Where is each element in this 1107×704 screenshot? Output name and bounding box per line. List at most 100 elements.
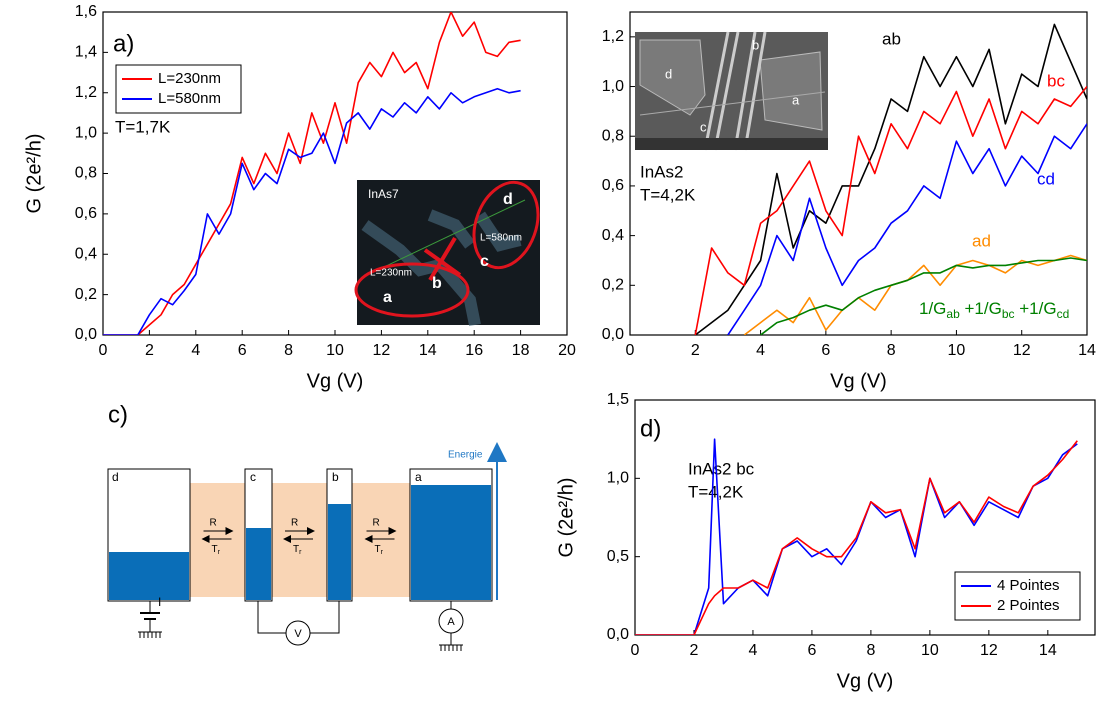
legend-label: L=580nm [158,90,221,107]
x-tick-label: 14 [419,342,437,359]
x-axis-title: Vg (V) [307,370,364,392]
x-tick-label: 8 [866,642,875,659]
label-part: 1/G [919,299,946,318]
series-line [760,257,1087,335]
box-label: a [415,470,422,484]
arrow-label-part: T [293,544,299,555]
level-c [246,528,271,600]
inset-cross [423,236,462,282]
x-axis-title: Vg (V) [837,670,894,692]
y-tick-label: 1,2 [602,28,624,45]
arrow-label-part: r [218,549,221,556]
wire [257,601,340,634]
inset-line [364,199,526,277]
y-tick-label: 1,4 [75,44,97,61]
x-tick-label: 16 [465,342,483,359]
x-tick-label: 12 [1013,342,1031,359]
y-tick-label: 0,4 [602,227,624,244]
voltmeter [285,620,311,646]
series-line [635,438,1078,635]
arrow-label-part: r [299,549,302,556]
plot-frame [629,11,1088,336]
x-tick-label: 18 [512,342,530,359]
panel-label: c) [108,401,128,428]
inset-shape [361,209,522,327]
series-line [635,440,1078,635]
series-label: ab [882,29,901,48]
label-part: bc [1002,307,1015,321]
legend-label: 4 Pointes [997,577,1060,594]
inset-label: L=580nm [480,233,522,244]
y-tick-label: 0,6 [75,205,97,222]
arrow-label: Tr [293,544,302,556]
y-tick-label: 0,8 [602,127,624,144]
inset-label: a [383,289,392,306]
arrow-label: Tr [212,544,221,556]
arrow-label: R [210,518,217,529]
current-label: I [158,595,161,609]
x-tick-label: 14 [1039,642,1057,659]
x-tick-label: 10 [921,642,939,659]
y-tick-label: 0,5 [607,548,629,565]
level-b [328,504,351,600]
x-tick-label: 12 [980,642,998,659]
y-axis-title: G (2e²/h) [23,133,45,213]
y-tick-label: 0,0 [75,326,97,343]
inset-b: d b c a [635,31,828,151]
y-tick-label: 1,0 [75,124,97,141]
ammeter-label: A [447,616,455,628]
x-tick-label: 6 [238,342,247,359]
annotation: InAs2 bc [688,459,755,478]
x-tick-label: 6 [807,642,816,659]
annotation: T=1,7K [115,117,171,136]
inset-ellipse [354,262,470,318]
x-tick-label: 10 [326,342,344,359]
y-tick-label: 0,2 [75,286,97,303]
x-tick-label: 0 [626,342,635,359]
box-label: d [112,470,119,484]
inset-label: c [480,253,489,270]
panel-label: a) [113,30,134,57]
label-part: +1/G [960,299,1002,318]
inset-label: InAs7 [368,187,399,201]
y-tick-label: 1,0 [602,78,624,95]
panel-label: d) [640,415,661,442]
inset-label: d [665,66,672,81]
inset-label: c [700,119,707,134]
y-tick-label: 0,2 [602,277,624,294]
diagram: c) d c b a Energie R Tr R Tr R Tr I V A [107,401,507,651]
inset-ellipse [472,180,540,270]
label-part: cd [1057,307,1070,321]
x-tick-label: 2 [690,642,699,659]
x-tick-label: 0 [631,642,640,659]
plot-frame [634,399,1096,636]
x-tick-label: 4 [191,342,200,359]
inset-footer [635,138,828,150]
series-label: cd [1037,169,1055,188]
box-label: b [332,470,339,484]
series-label: bc [1047,71,1065,90]
arrow-label: R [291,518,298,529]
inset-a: InAs7 d c b a L=230nm L=580nm [354,180,540,327]
series-line [727,123,1087,335]
annotation: InAs2 [640,162,683,181]
x-tick-label: 6 [821,342,830,359]
level-a [411,485,491,600]
inset-label: L=230nm [370,268,412,279]
barrier-band [190,483,410,597]
chart: 0 2 4 6 8 10 12 14 16 18 20 0,0 0,2 0,4 0,6 0,8 1,0 1,2 1,… [23,3,576,392]
x-tick-label: 0 [99,342,108,359]
annotation: T=4,2K [688,482,744,501]
y-tick-label: 0,4 [75,245,97,262]
arrow-label: Tr [375,544,384,556]
x-axis-title: Vg (V) [830,370,887,392]
x-tick-label: 14 [1078,342,1096,359]
level-d [109,552,189,600]
series-line [694,85,1087,335]
y-tick-label: 1,5 [607,391,629,408]
arrow-label-part: T [375,544,381,555]
box-label: c [250,470,256,484]
arrow-label: R [373,518,380,529]
